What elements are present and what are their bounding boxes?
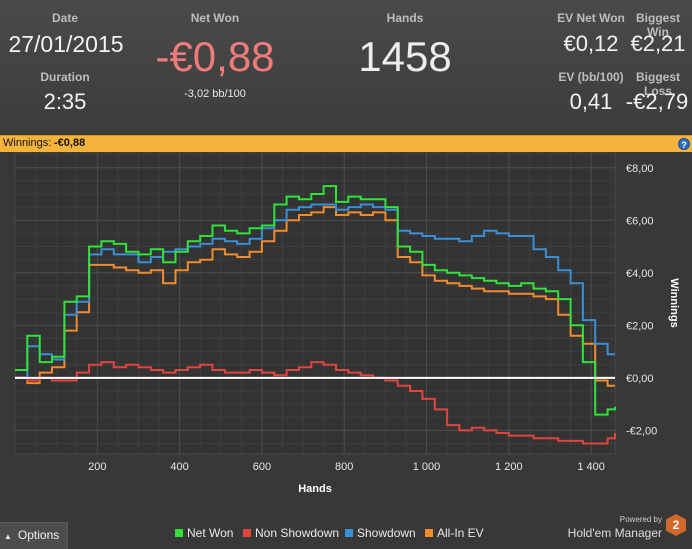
x-tick-label: 400: [170, 461, 188, 473]
ev-net-won-value: €0,12: [563, 31, 619, 56]
winnings-chart-area: -€2,00 €0,00 €2,00 €4,00 €6,00 €8,00 200 400 600…: [0, 151, 692, 522]
chevron-up-icon: ▲: [4, 532, 12, 541]
biggest-loss-label: Biggest Loss: [635, 70, 680, 98]
hands-value: 1458: [358, 33, 452, 80]
biggest-win-value: €2,21: [630, 31, 686, 56]
legend-label: Showdown: [357, 526, 416, 540]
options-label: Options: [17, 528, 60, 542]
y-tick-label: €8,00: [626, 163, 654, 175]
series-line-non-showdown: [15, 361, 616, 445]
x-tick-label: 800: [335, 461, 353, 473]
legend-item-net-won[interactable]: Net Won: [175, 526, 233, 540]
winnings-label: Winnings:: [3, 137, 52, 149]
hm2-hex-icon: 2: [666, 514, 686, 536]
x-tick-label: 1 200: [495, 461, 523, 473]
legend-label: Non Showdown: [255, 526, 340, 540]
legend-item-non-showdown[interactable]: Non Showdown: [243, 526, 339, 540]
series-line-all-in-ev: [15, 206, 615, 387]
legend-swatch: [425, 529, 433, 537]
stats-panel: Date 27/01/2015 Duration 2:35 Net Won -€…: [0, 0, 692, 135]
biggest-win-label: Biggest Win: [635, 11, 680, 39]
net-won-bb: -3,02 bb/100: [184, 88, 246, 100]
y-tick-label: €2,00: [626, 320, 654, 332]
winnings-bar: Winnings: -€0,88 ?: [0, 135, 692, 152]
duration-label: Duration: [40, 70, 90, 84]
powered-by-text: Powered by: [619, 515, 662, 524]
ev-net-won-label: EV Net Won: [557, 11, 625, 25]
legend-swatch: [243, 529, 251, 537]
legend-item-all-in-ev[interactable]: All-In EV: [425, 526, 484, 540]
series-line-showdown: [15, 203, 615, 379]
date-label: Date: [51, 11, 78, 25]
duration-value: 2:35: [43, 89, 87, 114]
x-tick-label: 1 000: [413, 461, 441, 473]
y-tick-label: €6,00: [626, 215, 654, 227]
y-tick-label: €0,00: [626, 373, 654, 385]
hands-label: Hands: [386, 11, 424, 25]
footer: ▲ Options Net Won Non Showdown Showdown A…: [0, 514, 692, 549]
biggest-loss-value: -€2,79: [625, 89, 689, 114]
y-tick-label: €4,00: [626, 268, 654, 280]
legend-swatch: [345, 529, 353, 537]
y-axis-label: Winnings: [668, 278, 680, 327]
x-tick-label: 1 400: [577, 461, 605, 473]
date-value: 27/01/2015: [8, 31, 124, 57]
brand-logo: Powered by Hold'em Manager: [568, 515, 662, 542]
chart-legend: Net Won Non Showdown Showdown All-In EV: [175, 526, 515, 542]
x-axis-label: Hands: [298, 483, 332, 495]
brand-name: Hold'em Manager: [567, 526, 662, 540]
ev-bb-label: EV (bb/100): [558, 70, 624, 84]
net-won-value: -€0,88: [155, 33, 275, 80]
help-icon[interactable]: ?: [678, 138, 690, 150]
winnings-chart: -€2,00 €0,00 €2,00 €4,00 €6,00 €8,00 200 400 600…: [14, 151, 680, 495]
options-button[interactable]: ▲ Options: [0, 522, 68, 549]
x-tick-label: 200: [88, 461, 106, 473]
x-tick-label: 600: [253, 461, 271, 473]
series-line-net-won: [15, 185, 616, 416]
plot-background: [14, 151, 616, 455]
legend-label: All-In EV: [437, 526, 484, 540]
y-tick-label: -€2,00: [626, 425, 657, 437]
ev-bb-value: 0,41: [569, 89, 613, 114]
winnings-value: -€0,88: [54, 137, 86, 149]
legend-item-showdown[interactable]: Showdown: [345, 526, 416, 540]
net-won-label: Net Won: [190, 11, 240, 25]
legend-swatch: [175, 529, 183, 537]
legend-label: Net Won: [187, 526, 234, 540]
